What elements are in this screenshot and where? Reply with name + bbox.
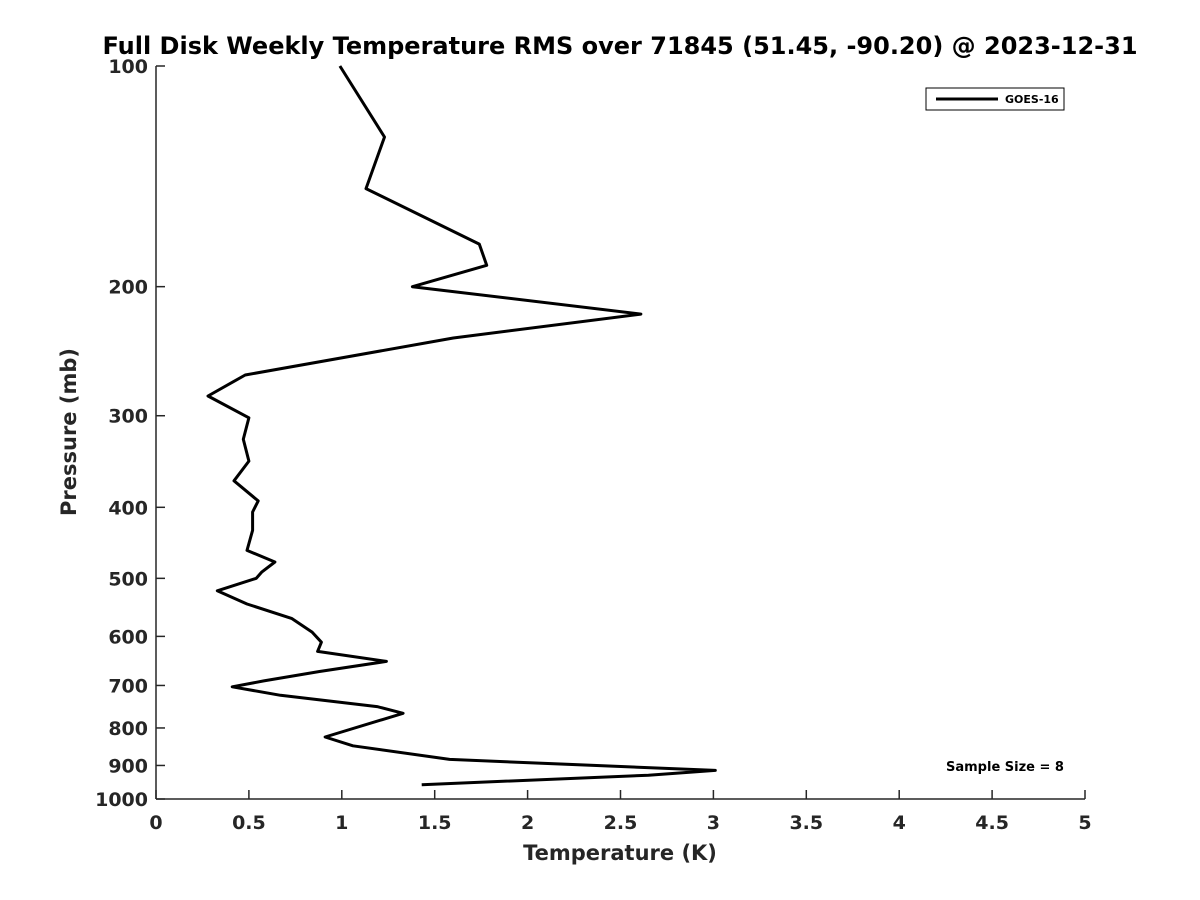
x-tick-label: 5: [1078, 812, 1091, 834]
chart-title: Full Disk Weekly Temperature RMS over 71…: [102, 32, 1137, 60]
y-tick-label: 700: [108, 675, 148, 697]
sample-size-annotation: Sample Size = 8: [946, 760, 1064, 775]
x-tick-label: 2.5: [604, 812, 638, 834]
y-tick-label: 600: [108, 626, 148, 648]
y-tick-label: 1000: [95, 789, 148, 811]
y-tick-label: 300: [108, 406, 148, 428]
legend-label-goes-16: GOES-16: [1005, 93, 1059, 106]
y-tick-label: 800: [108, 718, 148, 740]
y-tick-label: 400: [108, 497, 148, 519]
x-tick-label: 0.5: [232, 812, 266, 834]
x-tick-label: 3.5: [789, 812, 823, 834]
x-tick-label: 1.5: [418, 812, 452, 834]
x-axis-label: Temperature (K): [523, 841, 717, 865]
x-tick-label: 3: [707, 812, 720, 834]
x-tick-label: 4: [893, 812, 906, 834]
y-tick-label: 100: [108, 56, 148, 78]
y-tick-label: 500: [108, 568, 148, 590]
series-line-goes-16: [206, 65, 717, 787]
axis-ticks: 0 0.5 1 1.5 2 2.5 3 3.5 4 4.5 5 100 200 300 400 500 600 7…: [95, 56, 1092, 834]
y-tick-label: 200: [108, 277, 148, 299]
x-tick-label: 2: [521, 812, 534, 834]
x-tick-label: 4.5: [975, 812, 1009, 834]
y-axis-label: Pressure (mb): [57, 348, 81, 516]
x-tick-label: 1: [335, 812, 348, 834]
legend: GOES-16: [925, 87, 1065, 111]
x-tick-label: 0: [149, 812, 162, 834]
y-tick-label: 900: [108, 755, 148, 777]
